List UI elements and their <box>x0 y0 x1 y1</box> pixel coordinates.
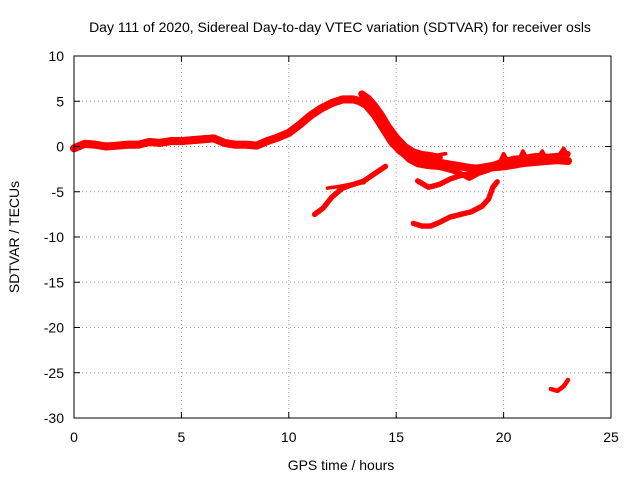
x-axis-title: GPS time / hours <box>288 457 395 473</box>
series-spikes-a <box>497 146 570 165</box>
y-tick-label-8: 10 <box>48 48 64 64</box>
x-tick-label-0: 0 <box>70 429 78 445</box>
tick-labels: 0 5 10 15 20 25 -30 -25 -20 -15 -10 -5 0 5 10 <box>44 48 619 445</box>
data-series <box>69 90 573 394</box>
chart-title: Day 111 of 2020, Sidereal Day-to-day VTE… <box>89 19 591 35</box>
y-axis-title: SDTVAR / TECUs <box>6 181 22 293</box>
series-main-trace <box>69 95 573 174</box>
y-tick-label-3: -15 <box>44 274 64 290</box>
tick-marks <box>73 55 612 419</box>
y-tick-label-6: 0 <box>56 139 64 155</box>
series-high-branch <box>358 90 443 161</box>
y-tick-label-5: -5 <box>52 184 65 200</box>
x-tick-label-5: 25 <box>603 429 619 445</box>
x-tick-label-4: 20 <box>496 429 512 445</box>
x-tick-label-2: 10 <box>281 429 297 445</box>
grid-lines <box>74 56 611 418</box>
y-tick-label-7: 5 <box>56 93 64 109</box>
series-left-branch-upper <box>325 180 366 190</box>
y-tick-label-2: -20 <box>44 320 64 336</box>
series-mid-branch <box>415 169 485 190</box>
y-tick-label-4: -10 <box>44 229 64 245</box>
x-tick-label-3: 15 <box>388 429 404 445</box>
y-tick-label-0: -30 <box>44 410 64 426</box>
series-bottom-right <box>548 377 571 394</box>
series-low-branch <box>410 179 500 229</box>
x-tick-label-1: 5 <box>178 429 186 445</box>
series-left-branch <box>311 163 389 218</box>
series-small-segment <box>424 151 448 161</box>
y-tick-label-1: -25 <box>44 365 64 381</box>
